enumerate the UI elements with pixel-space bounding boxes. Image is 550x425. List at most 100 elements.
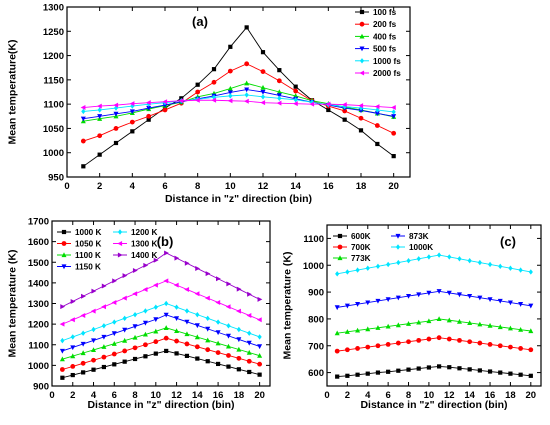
data-point [467, 320, 473, 326]
data-point [215, 299, 221, 305]
data-point [194, 291, 200, 297]
data-point [355, 372, 360, 377]
data-point [528, 328, 534, 334]
data-point [215, 340, 221, 346]
data-point [406, 339, 411, 345]
data-point [70, 364, 76, 369]
data-point [162, 107, 168, 113]
data-point [375, 263, 381, 270]
data-point [342, 117, 347, 122]
data-point [416, 337, 422, 343]
series-line [83, 63, 394, 142]
y-tick-label: 1200 [28, 320, 49, 331]
data-point [227, 98, 233, 104]
data-point [122, 348, 128, 354]
data-point [215, 319, 221, 325]
data-point [153, 317, 159, 323]
data-point [358, 103, 364, 109]
data-point [142, 286, 148, 292]
data-point [260, 50, 266, 55]
x-tick-label: 14 [290, 181, 301, 192]
x-tick-label: 12 [171, 390, 182, 401]
data-point [487, 369, 493, 374]
data-point [146, 105, 152, 111]
data-point [215, 350, 221, 355]
data-point [365, 344, 371, 350]
data-point [122, 315, 127, 322]
data-point [293, 97, 298, 103]
data-point [391, 154, 396, 159]
data-point [374, 123, 380, 128]
series-6 [80, 97, 396, 111]
legend-entry: 1000 K [75, 228, 101, 237]
x-tick-label: 10 [424, 390, 435, 401]
panel-label: (b) [157, 234, 174, 249]
data-point [91, 288, 97, 294]
data-point [467, 367, 472, 372]
series-5 [335, 252, 533, 277]
data-point [132, 268, 138, 273]
data-point [81, 164, 86, 169]
data-point [153, 304, 158, 310]
data-point [184, 260, 190, 266]
data-point [426, 318, 432, 324]
legend-marker [359, 46, 365, 52]
data-point [507, 300, 513, 306]
data-point [246, 349, 252, 355]
data-point [122, 327, 128, 333]
x-tick-label: 18 [356, 181, 367, 192]
data-point [436, 289, 442, 294]
data-point [195, 82, 200, 87]
legend-marker [61, 241, 67, 246]
data-point [215, 330, 221, 336]
data-point [508, 265, 513, 271]
data-point [195, 265, 201, 271]
data-point [446, 336, 452, 342]
x-tick-label: 0 [49, 390, 54, 401]
data-point [487, 261, 493, 268]
legend-entry: 1200 K [131, 228, 157, 237]
data-point [113, 126, 119, 131]
data-point [416, 292, 422, 298]
data-point [436, 252, 442, 258]
legend-entry: 1050 K [75, 240, 101, 249]
data-point [335, 271, 340, 277]
data-point [416, 319, 422, 325]
data-point [96, 103, 102, 109]
legend-marker [61, 229, 67, 235]
data-point [132, 291, 138, 297]
data-point [406, 321, 412, 326]
data-point [146, 113, 152, 119]
data-point [385, 342, 391, 347]
data-point [59, 356, 65, 362]
data-point [195, 89, 201, 95]
data-point [426, 336, 432, 342]
legend-entry: 700K [351, 243, 371, 252]
data-point [244, 61, 250, 67]
data-point [497, 343, 503, 349]
x-tick-label: 14 [464, 390, 475, 401]
legend-marker [61, 264, 67, 270]
data-point [132, 334, 138, 340]
data-point [518, 372, 523, 377]
data-point [184, 308, 190, 314]
data-point [129, 109, 135, 115]
data-point [355, 302, 361, 307]
x-tick-label: 4 [130, 181, 136, 192]
data-point [487, 322, 493, 328]
data-point [390, 105, 396, 111]
data-point [528, 347, 534, 353]
data-point [391, 130, 397, 136]
data-point [236, 355, 242, 361]
data-point [385, 323, 391, 329]
data-point [457, 337, 462, 343]
data-point [184, 286, 190, 292]
data-point [205, 315, 210, 322]
data-point [153, 351, 158, 356]
data-point [59, 321, 65, 327]
data-point [122, 273, 128, 279]
y-tick-label: 800 [308, 314, 324, 325]
data-point [518, 267, 523, 273]
y-tick-label: 1250 [43, 27, 64, 38]
x-tick-label: 20 [388, 181, 399, 192]
